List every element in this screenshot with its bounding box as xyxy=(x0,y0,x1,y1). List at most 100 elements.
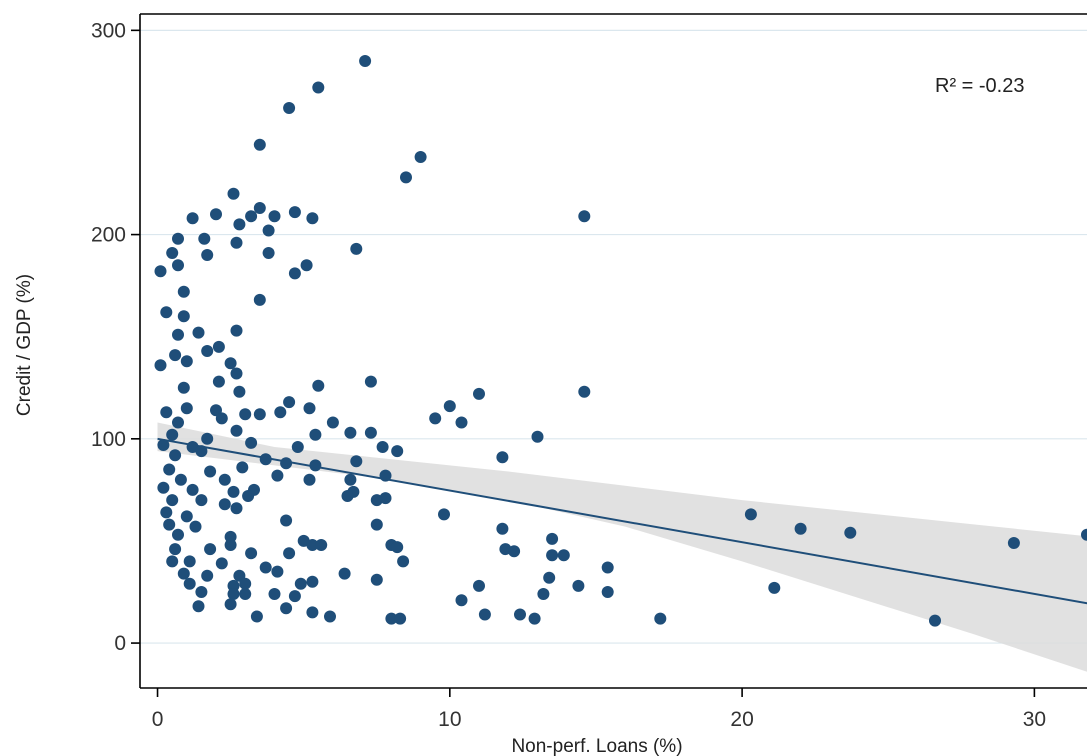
data-point xyxy=(236,461,249,474)
data-point xyxy=(531,430,544,443)
data-point xyxy=(379,492,392,505)
data-point xyxy=(195,586,208,598)
y-axis-title: Credit / GDP (%) xyxy=(14,274,35,416)
data-point xyxy=(350,242,363,255)
data-point xyxy=(514,608,526,621)
y-tick-label: 300 xyxy=(91,19,126,42)
data-point xyxy=(306,212,319,225)
data-point xyxy=(312,379,325,392)
data-point xyxy=(169,449,182,462)
data-point xyxy=(259,453,272,466)
data-point xyxy=(186,212,199,225)
data-point xyxy=(227,187,240,200)
data-point xyxy=(350,455,363,468)
data-point xyxy=(528,612,541,625)
data-point xyxy=(312,81,325,94)
data-point xyxy=(224,598,237,611)
data-point xyxy=(192,326,205,339)
data-point xyxy=(929,614,941,627)
data-point xyxy=(294,577,307,590)
y-tick-label: 200 xyxy=(91,224,126,247)
data-point xyxy=(271,469,284,482)
data-point xyxy=(844,526,857,539)
data-point xyxy=(473,387,485,400)
data-point xyxy=(306,539,319,551)
data-point xyxy=(245,210,258,223)
data-point xyxy=(172,416,184,429)
data-point xyxy=(172,259,184,272)
data-point xyxy=(578,385,591,398)
data-point xyxy=(177,310,190,323)
data-point xyxy=(291,441,304,453)
data-point xyxy=(274,406,287,419)
data-point xyxy=(546,549,559,562)
data-point xyxy=(455,416,468,429)
data-point xyxy=(201,432,214,445)
data-point xyxy=(385,612,398,625)
data-point xyxy=(601,561,614,574)
data-point xyxy=(174,473,187,486)
data-point xyxy=(186,483,199,496)
data-point xyxy=(177,381,190,394)
data-point xyxy=(344,426,357,439)
data-point xyxy=(250,610,263,623)
data-point xyxy=(359,55,372,67)
data-point xyxy=(572,579,585,592)
ticks: 0 100 200 300 0 10 20 30 xyxy=(91,19,1046,731)
data-point xyxy=(557,549,570,562)
data-points xyxy=(154,55,1087,627)
data-point xyxy=(280,514,293,527)
data-point xyxy=(283,396,296,409)
data-point xyxy=(253,408,266,421)
data-point xyxy=(268,210,281,223)
x-tick-label: 30 xyxy=(1023,708,1046,731)
data-point xyxy=(183,555,196,568)
data-point xyxy=(288,267,301,280)
data-point xyxy=(180,355,193,368)
data-point xyxy=(288,590,301,603)
x-tick-label: 10 xyxy=(438,708,461,731)
data-point xyxy=(364,426,377,439)
data-point xyxy=(376,441,389,453)
data-point xyxy=(537,588,550,600)
data-point xyxy=(201,249,214,261)
data-point xyxy=(198,232,211,245)
data-point xyxy=(496,522,509,535)
data-point xyxy=(744,508,757,521)
data-point xyxy=(326,416,339,429)
data-point xyxy=(654,612,667,625)
data-point xyxy=(300,259,313,272)
data-point xyxy=(212,340,225,353)
data-point xyxy=(224,539,237,551)
data-point xyxy=(370,573,383,586)
data-point xyxy=(438,508,450,521)
data-point xyxy=(230,502,243,515)
data-point xyxy=(341,490,354,502)
data-point xyxy=(215,557,228,570)
data-point xyxy=(230,324,243,337)
data-point xyxy=(163,463,176,476)
data-point xyxy=(227,588,240,600)
data-point xyxy=(192,600,205,613)
data-point xyxy=(543,571,556,584)
data-point xyxy=(157,439,170,451)
data-point xyxy=(370,518,383,531)
data-point xyxy=(364,375,377,388)
data-point xyxy=(508,545,521,558)
data-point xyxy=(195,494,208,507)
data-point xyxy=(478,608,491,621)
x-tick-label: 0 xyxy=(152,708,164,731)
data-point xyxy=(1007,537,1020,549)
data-point xyxy=(166,494,179,507)
data-point xyxy=(391,541,404,554)
data-point xyxy=(259,561,272,574)
data-point xyxy=(473,579,485,592)
data-point xyxy=(218,473,231,486)
data-point xyxy=(204,465,217,478)
data-point xyxy=(177,567,190,580)
data-point xyxy=(601,586,614,598)
data-point xyxy=(315,539,328,551)
data-point xyxy=(163,518,176,531)
data-point xyxy=(496,451,509,464)
data-point xyxy=(394,612,407,625)
